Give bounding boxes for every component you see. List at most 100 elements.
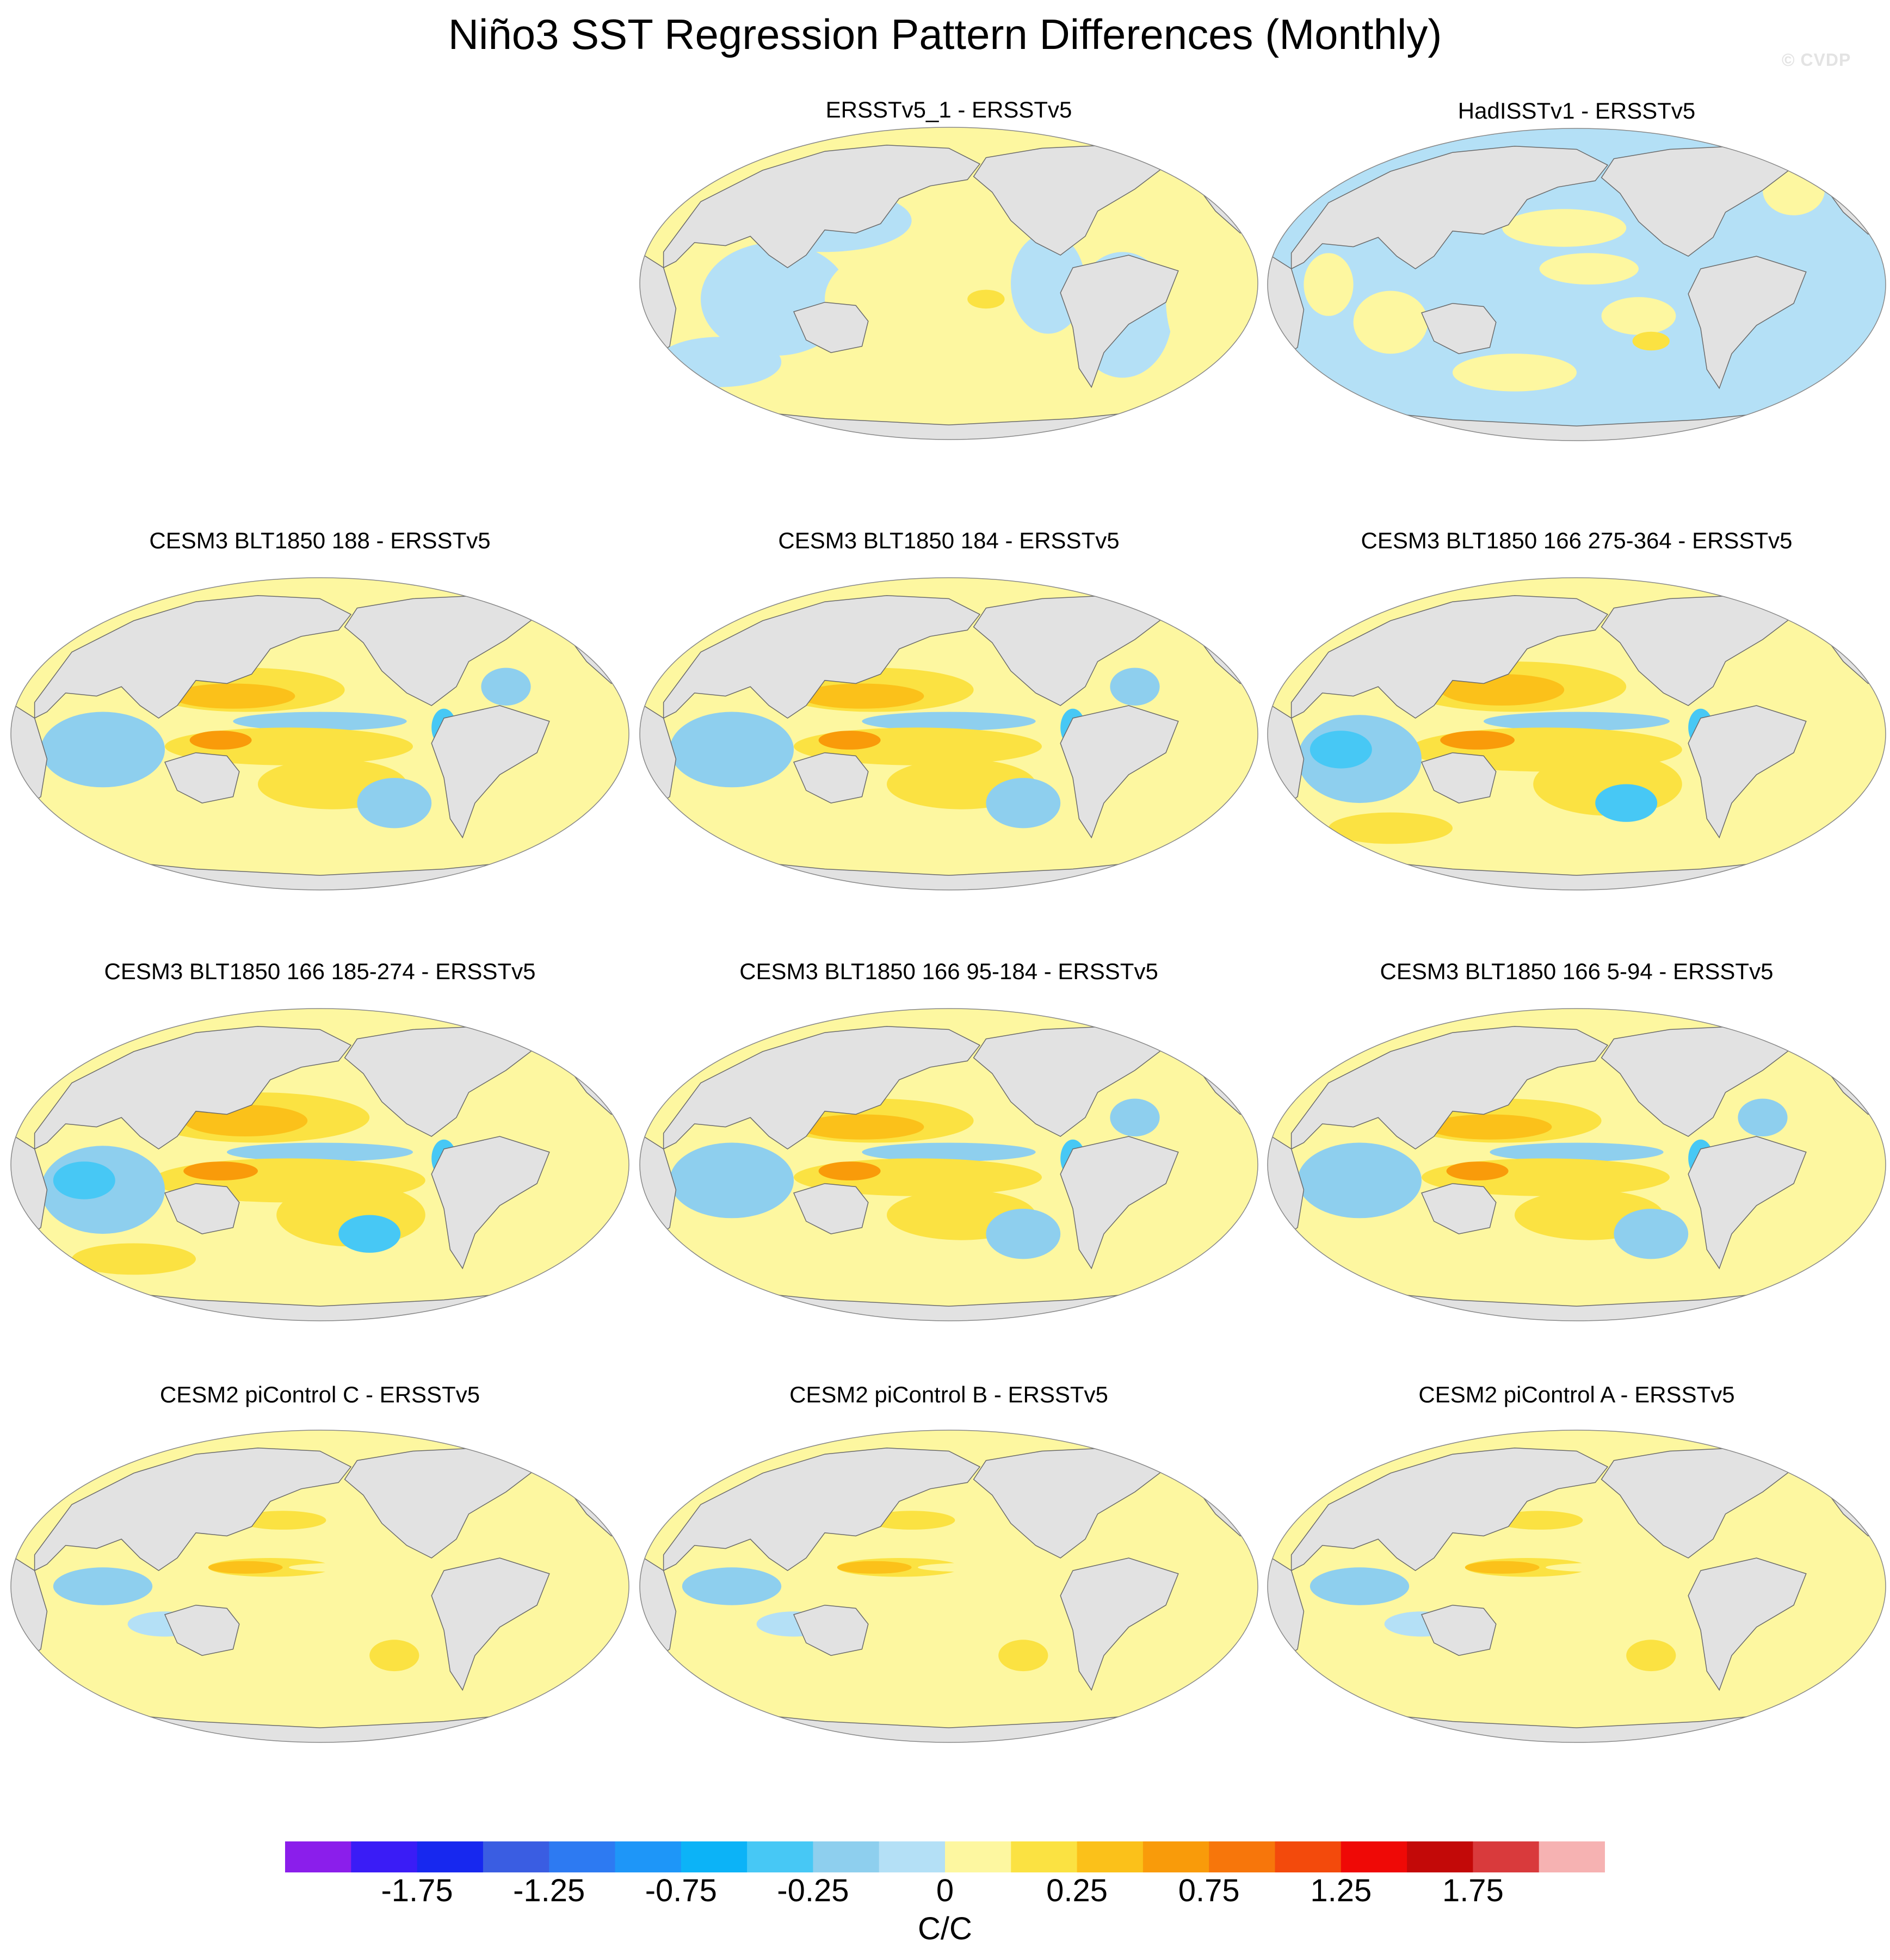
sst-anomaly-region [998,1640,1048,1672]
sst-anomaly-region [1595,784,1658,822]
land-greenland [1749,1013,1826,1040]
land-australia [793,752,869,803]
sst-anomaly-region [227,1142,413,1162]
colorbar-tick-label: -0.75 [645,1873,717,1908]
map-panel [10,1008,629,1321]
sst-anomaly-region [818,731,881,750]
sst-anomaly-region [818,1161,881,1180]
sst-anomaly-region [986,1209,1061,1259]
land-greenland [1121,1435,1198,1461]
colorbar-swatch [1077,1841,1144,1872]
land-samerica [1688,1136,1807,1270]
colorbar-swatch [1209,1841,1276,1872]
colorbar-swatch [615,1841,682,1872]
sst-anomaly-region [1496,1511,1583,1530]
colorbar-tick-label: -1.75 [381,1873,453,1908]
colorbar-tick-label: 1.25 [1310,1873,1372,1908]
land-australia [164,1183,240,1234]
colorbar-swatch [1473,1841,1540,1872]
sst-anomaly-region [1738,1098,1788,1136]
map-panel [639,1008,1258,1321]
land-australia [164,1604,240,1656]
colorbar-swatch [417,1841,484,1872]
colorbar-tick-label: 1.75 [1442,1873,1504,1908]
map-panel [639,1430,1258,1743]
colorbar-swatch [1275,1841,1342,1872]
land-greenland [1121,132,1198,158]
land-australia [164,752,240,803]
map-outline [1267,1008,1886,1321]
map-panel [1267,128,1886,441]
land-eurasia [1290,145,1609,270]
land-samerica [431,705,550,839]
colorbar-swatch [1011,1841,1078,1872]
panel-title: CESM3 BLT1850 166 275-364 - ERSSTv5 [1361,528,1793,553]
map-outline [639,1008,1258,1321]
sst-anomaly-region [1626,1640,1676,1672]
sst-anomaly-region [233,712,407,731]
land-eurasia [663,1447,981,1572]
colorbar-swatch [549,1841,616,1872]
colorbar-swatch [1142,1841,1209,1872]
land-samerica [1060,255,1179,388]
sst-anomaly-region [369,1640,419,1672]
sst-anomaly-region [1166,236,1228,362]
sst-anomaly-region [289,1562,413,1572]
land-australia [793,1183,869,1234]
sst-anomaly-region [1446,1161,1509,1180]
map-panel [10,1430,629,1743]
map-panel [1267,577,1886,891]
sst-anomaly-region [670,712,794,788]
colorbar-swatch [945,1841,1011,1872]
colorbar-swatch [681,1841,748,1872]
land-samerica [1688,705,1807,839]
land-eurasia [1290,595,1609,719]
colorbar-tick-label: 0.25 [1046,1873,1108,1908]
land-samerica [1060,1136,1179,1270]
colorbar-tick-label: 0 [936,1873,954,1908]
sst-anomaly-region [682,1567,782,1605]
land-eurasia [663,595,981,719]
sst-anomaly-region [475,787,537,838]
land-samerica [1688,256,1807,389]
sst-anomaly-region [1601,297,1676,335]
watermark: © CVDP [1782,50,1851,70]
land-greenland [1121,582,1198,609]
colorbar-swatch [1539,1841,1605,1872]
colorbar-swatch [879,1841,946,1872]
map-outline [639,1430,1258,1743]
sst-anomaly-region [1341,1236,1465,1269]
sst-anomaly-region [1453,354,1577,392]
colorbar-swatch [813,1841,880,1872]
sst-anomaly-region [670,1142,794,1219]
sst-anomaly-region [837,1561,912,1574]
colorbar-swatch [1407,1841,1473,1872]
land-eurasia [34,1025,352,1150]
sst-anomaly-region [967,289,1005,309]
land-greenland [492,1013,569,1040]
sst-anomaly-region [713,1236,837,1269]
land-eurasia [663,1025,981,1150]
land-greenland [492,1435,569,1461]
sst-anomaly-region [1353,290,1428,354]
sst-anomaly-region [208,1561,283,1574]
sst-anomaly-region [171,683,295,709]
colorbar-swatch [1341,1841,1407,1872]
sst-anomaly-region [862,712,1036,731]
colorbar-swatch [351,1841,418,1872]
sst-anomaly-region [1298,1142,1422,1219]
land-greenland [492,582,569,609]
sst-anomaly-region [1304,253,1354,316]
sst-anomaly-region [239,1511,326,1530]
map-panel [639,577,1258,891]
sst-anomaly-region [357,778,432,828]
land-australia [793,1604,869,1656]
sst-anomaly-region [1310,1567,1410,1605]
sst-anomaly-region [1632,331,1670,351]
sst-anomaly-region [189,731,252,750]
panel-title: ERSSTv5_1 - ERSSTv5 [825,97,1072,122]
sst-anomaly-region [918,1562,1042,1572]
map-panel [10,577,629,891]
colorbar-swatch [285,1841,351,1872]
sst-anomaly-region [1732,1218,1794,1269]
